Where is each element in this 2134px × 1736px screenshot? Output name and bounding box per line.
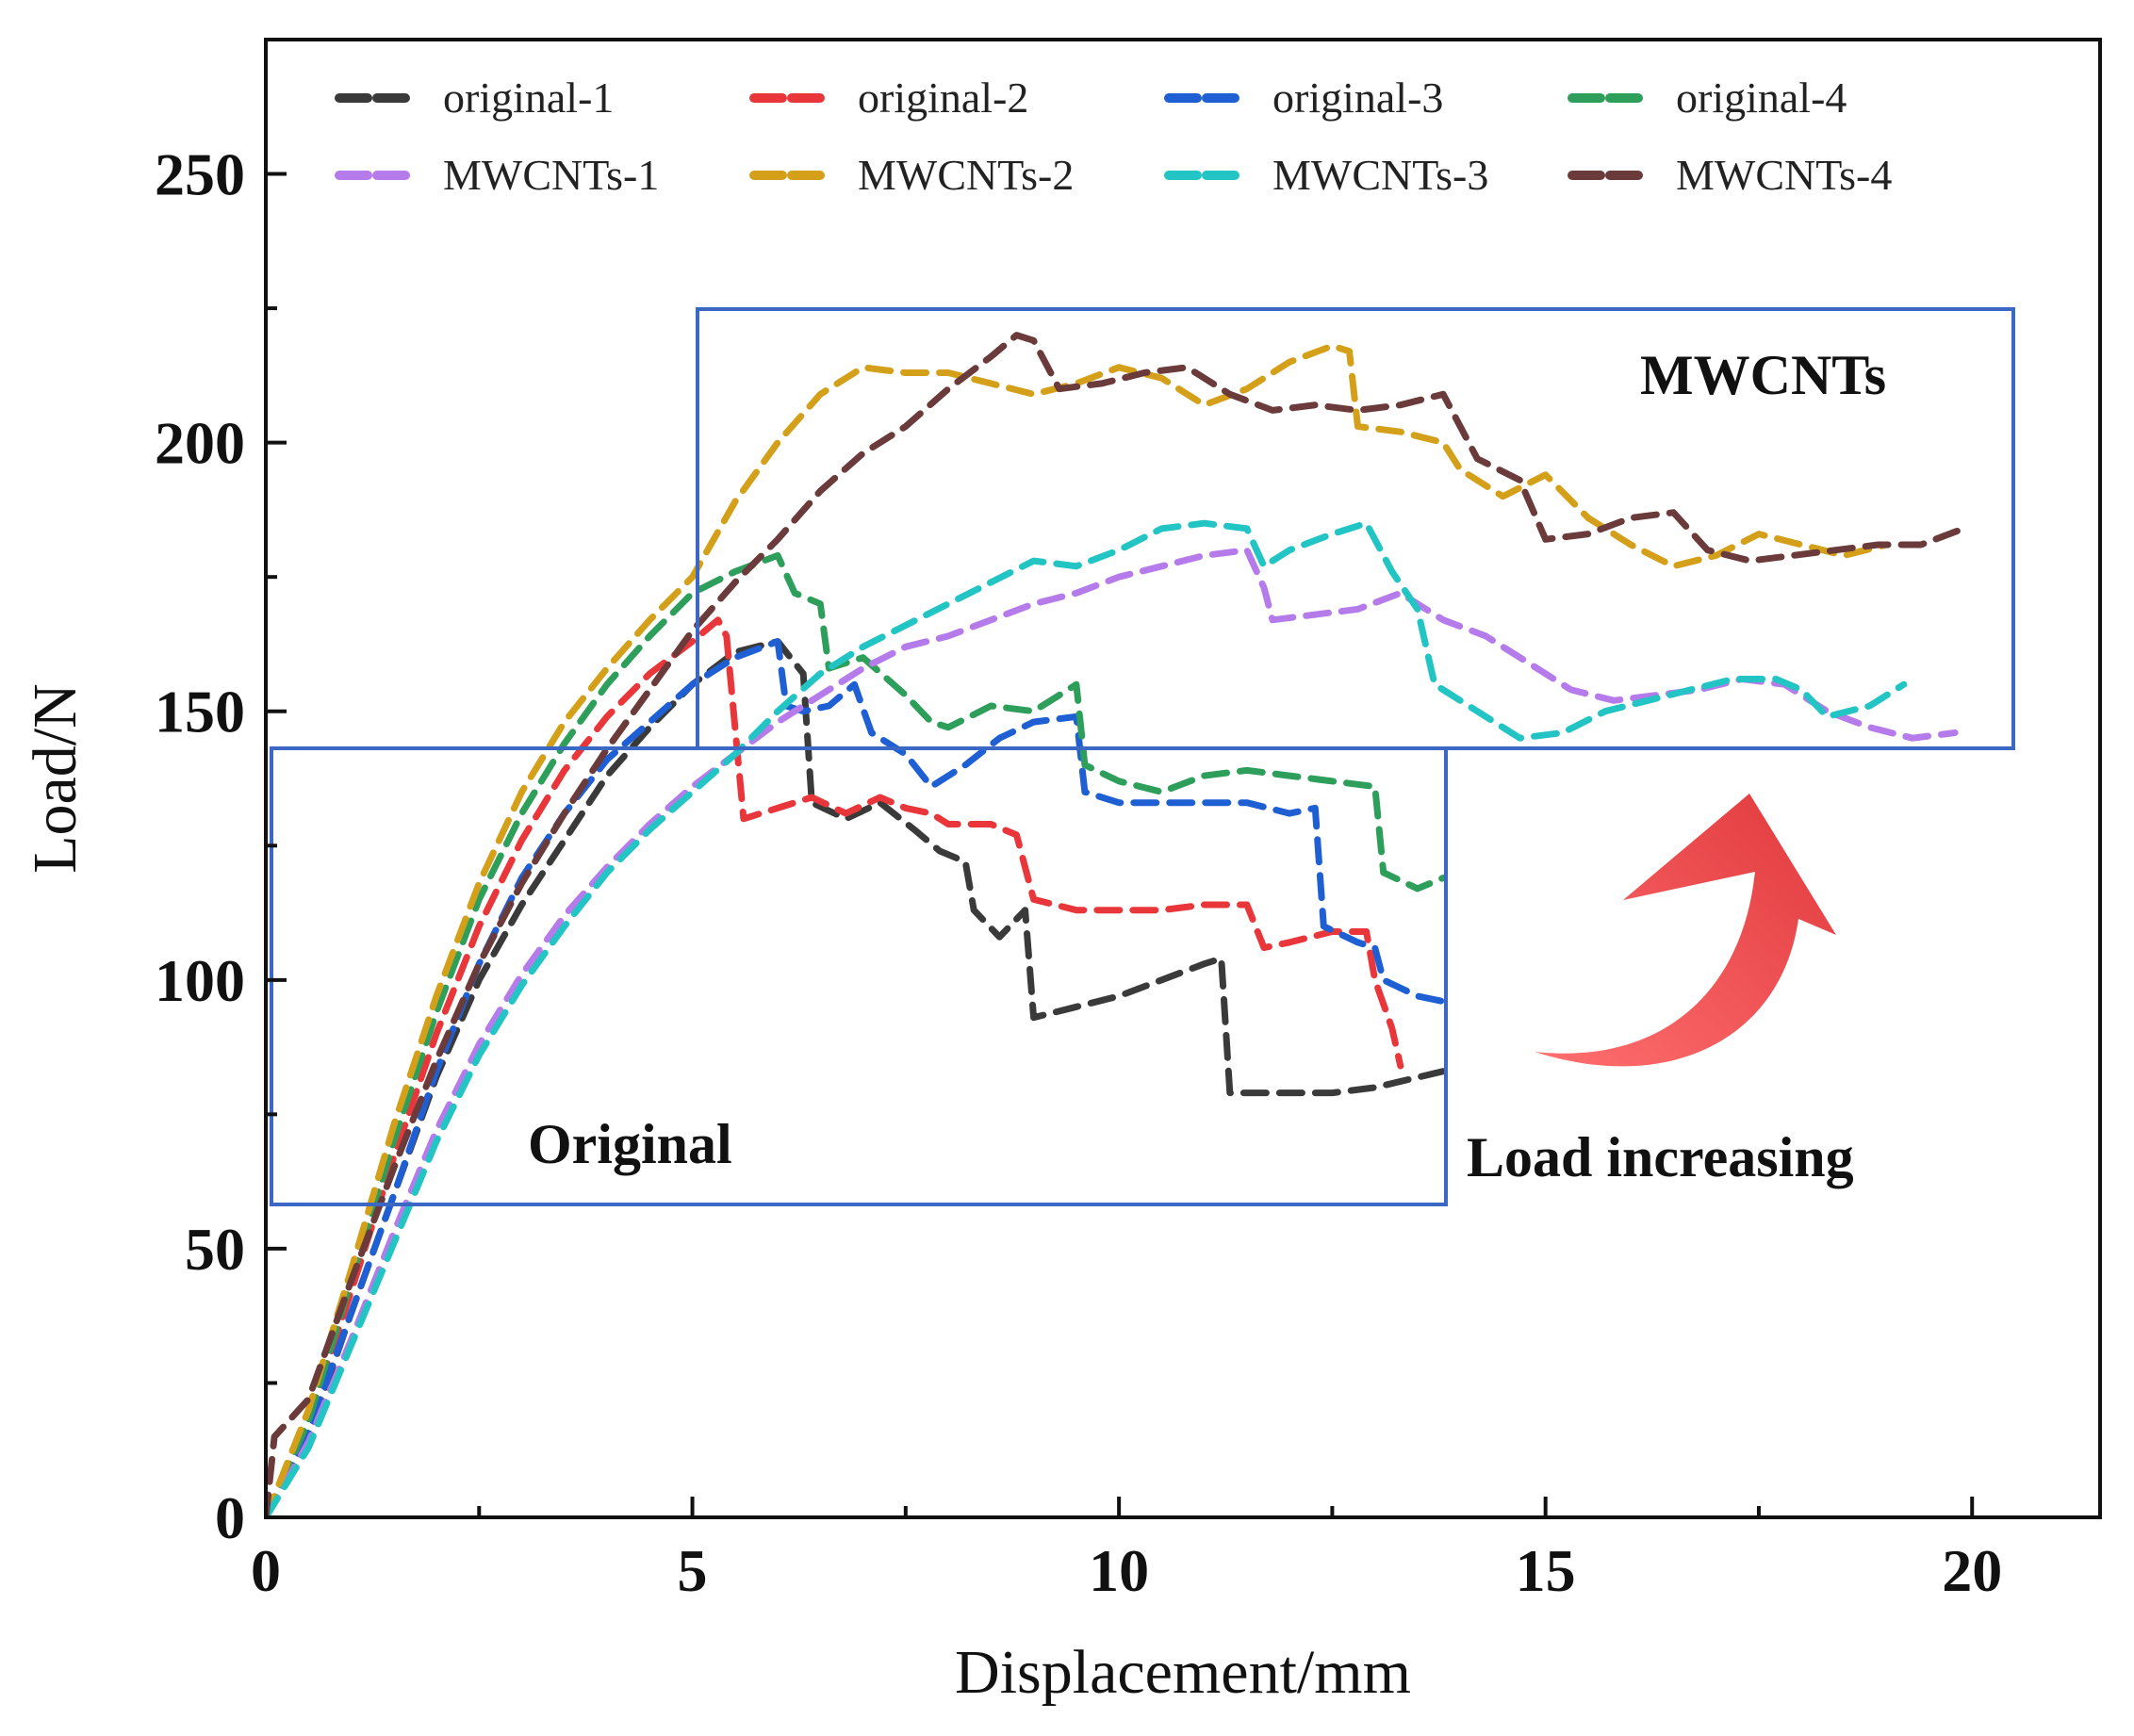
legend-item-original-1: original-1: [335, 74, 614, 122]
series-line-mwcnts-4: [266, 332, 1967, 1517]
legend-item-original-3: original-3: [1164, 74, 1443, 122]
x-tick-label: 20: [1942, 1537, 2002, 1604]
legend-label: original-4: [1676, 74, 1847, 122]
y-tick-label: 200: [155, 410, 245, 477]
x-axis-title: Displacement/mm: [955, 1638, 1411, 1707]
legend-item-mwcnts-2: MWCNTs-2: [749, 151, 1074, 199]
annotation-original: Original: [528, 1113, 732, 1175]
annotation-mwcnts: MWCNTs: [1640, 344, 1886, 406]
y-axis-title: Load/N: [21, 683, 90, 874]
series-line-mwcnts-1: [266, 547, 1959, 1517]
legend-label: MWCNTs-2: [858, 151, 1074, 199]
y-tick-label: 0: [215, 1484, 245, 1551]
legend-label: original-3: [1272, 74, 1443, 122]
y-tick-label: 150: [155, 679, 245, 745]
x-tick-label: 10: [1089, 1537, 1149, 1604]
legend-item-mwcnts-3: MWCNTs-3: [1164, 151, 1488, 199]
legend-label: MWCNTs-1: [443, 151, 659, 199]
series-line-original-2: [266, 616, 1404, 1517]
y-tick-label: 100: [155, 947, 245, 1014]
legend-label: MWCNTs-3: [1272, 151, 1488, 199]
original-highlight-box: [270, 746, 1448, 1206]
legend: original-1 original-2 original-3 original-4…: [335, 74, 1892, 199]
legend-label: original-1: [443, 74, 614, 122]
load-increasing-arrow-icon: [1535, 794, 1836, 1067]
legend-item-original-2: original-2: [749, 74, 1028, 122]
legend-label: original-2: [858, 74, 1028, 122]
legend-item-mwcnts-1: MWCNTs-1: [335, 151, 659, 199]
series-line-original-4: [266, 551, 1447, 1517]
series-line-original-1: [266, 638, 1447, 1517]
series-layer: [266, 332, 1967, 1517]
legend-item-original-4: original-4: [1568, 74, 1847, 122]
x-tick-label: 15: [1516, 1537, 1576, 1604]
y-tick-label: 250: [155, 141, 245, 208]
legend-item-mwcnts-4: MWCNTs-4: [1568, 151, 1892, 199]
x-tick-label: 0: [251, 1537, 281, 1604]
annotation-load-increasing: Load increasing: [1467, 1126, 1854, 1188]
x-tick-label: 5: [678, 1537, 708, 1604]
legend-label: MWCNTs-4: [1676, 151, 1892, 199]
series-line-mwcnts-3: [266, 519, 1908, 1517]
y-tick-label: 50: [185, 1216, 245, 1283]
plot-frame: [264, 38, 2102, 1519]
